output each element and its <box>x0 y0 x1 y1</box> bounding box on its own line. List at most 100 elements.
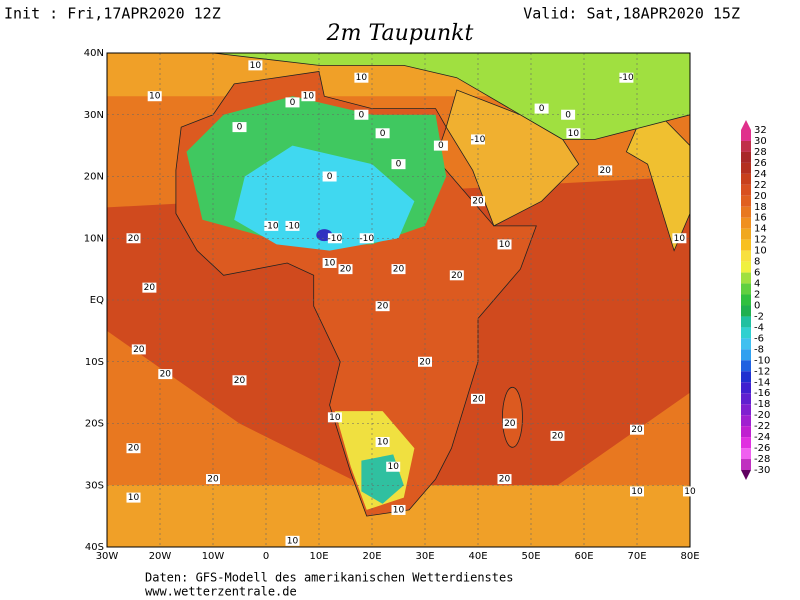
colorbar-label: -12 <box>754 366 770 377</box>
contour-label: 20 <box>160 370 172 380</box>
colorbar-label: -2 <box>754 311 764 322</box>
lon-tick-label: 50E <box>521 551 540 562</box>
colorbar-segment <box>741 239 751 251</box>
lat-tick-label: 10N <box>84 233 104 244</box>
contour-label: 20 <box>552 431 564 441</box>
colorbar-label: -8 <box>754 344 764 355</box>
contour-label-box <box>497 239 512 250</box>
contour-label-box <box>598 165 613 176</box>
colorbar-segment <box>741 393 751 405</box>
contour-label: 20 <box>207 475 219 485</box>
contour-label-box <box>232 122 247 133</box>
colorbar-label: 6 <box>754 268 760 279</box>
contour-label: 0 <box>396 160 402 170</box>
colorbar-segment <box>741 162 751 174</box>
contour-label-box <box>375 301 390 312</box>
contour-label-box <box>147 91 162 102</box>
contour-label-box <box>327 412 342 423</box>
colorbar-label: -16 <box>754 388 770 399</box>
contour-label-box <box>619 72 634 83</box>
contour-label-box <box>672 233 687 244</box>
contour-label: 0 <box>237 123 243 133</box>
colorbar-label: 2 <box>754 290 760 301</box>
colorbar-segment <box>741 261 751 273</box>
contour-label-box <box>566 128 581 139</box>
contour-label: -10 <box>328 234 343 244</box>
lat-tick-label: EQ <box>90 295 104 306</box>
contour-label: 20 <box>133 345 145 355</box>
colorbar-label: 22 <box>754 180 767 191</box>
south-band <box>107 485 690 547</box>
colorbar-segment <box>741 195 751 207</box>
colorbar-segment <box>741 371 751 383</box>
lon-tick-label: 10W <box>202 551 225 562</box>
colorbar-segment <box>741 130 751 141</box>
colorbar-segment <box>741 404 751 416</box>
contour-label: 20 <box>631 425 643 435</box>
colorbar-segment <box>741 151 751 163</box>
contour-label-box <box>232 375 247 386</box>
contour-label: 0 <box>438 141 444 151</box>
colorbar-label: 18 <box>754 202 767 213</box>
contour-label-box <box>142 282 157 293</box>
colorbar-segment <box>741 184 751 196</box>
colorbar-segment <box>741 382 751 394</box>
contour-label-box <box>322 257 337 268</box>
colorbar-label: -22 <box>754 421 770 432</box>
colorbar-label: -14 <box>754 377 770 388</box>
contour-label: 10 <box>356 73 368 83</box>
contour-label: -10 <box>359 234 374 244</box>
contour-label-box <box>561 109 576 120</box>
contour-label: 10 <box>499 240 511 250</box>
contour-label-box <box>471 134 485 145</box>
contour-label-box <box>683 486 697 497</box>
lon-tick-label: 30W <box>96 551 119 562</box>
colorbar-segment <box>741 294 751 306</box>
contour-label: -10 <box>285 221 300 231</box>
contour-label-box <box>391 159 406 170</box>
colorbar-segment <box>741 305 751 317</box>
colorbar-segment <box>741 250 751 262</box>
lon-tick-label: 10E <box>309 551 328 562</box>
contour-label-box <box>630 424 644 435</box>
contour-label: 20 <box>599 166 611 176</box>
contour-label-box <box>354 72 369 83</box>
colorbar-label: -10 <box>754 355 770 366</box>
contour-label: 0 <box>327 172 333 182</box>
colorbar-segment <box>741 448 751 460</box>
contour-label: 10 <box>568 129 580 139</box>
contour-label: 10 <box>303 92 315 102</box>
contour-label-box <box>126 492 141 503</box>
contour-label: 10 <box>393 505 405 515</box>
lon-tick-label: 80E <box>680 551 699 562</box>
contour-label-box <box>301 91 316 102</box>
contour-label: 20 <box>128 444 140 454</box>
map-frame <box>106 52 691 548</box>
contour-label-box <box>471 196 485 207</box>
contour-label-box <box>126 443 141 454</box>
colorbar-segment <box>741 283 751 295</box>
contour-label-box <box>391 264 406 275</box>
init-time: Init : Fri,17APR2020 12Z <box>4 5 221 23</box>
colorbar-label: 4 <box>754 279 760 290</box>
contour-label-box <box>502 418 517 429</box>
contour-label-box <box>285 97 300 108</box>
lat-tick-label: 10S <box>85 357 104 368</box>
contour-label-box <box>131 344 146 355</box>
colorbar-segment <box>741 228 751 240</box>
colorbar-segment <box>741 217 751 229</box>
lon-tick-label: 30E <box>415 551 434 562</box>
contour-label-box <box>375 437 390 448</box>
colorbar-bottom <box>741 470 751 480</box>
lat-tick-label: 20S <box>85 419 104 430</box>
colorbar-label: -20 <box>754 410 770 421</box>
colorbar-label: 32 <box>754 125 767 136</box>
contour-label: 10 <box>377 438 389 448</box>
contour-label-box <box>126 233 141 244</box>
colorbar-label: 28 <box>754 147 767 158</box>
colorbar-label: 0 <box>754 300 760 311</box>
contour-label-box <box>497 474 512 485</box>
lat-tick-label: 30S <box>85 480 104 491</box>
contour-label-box <box>550 430 565 441</box>
lat-tick-label: 40N <box>84 48 104 59</box>
